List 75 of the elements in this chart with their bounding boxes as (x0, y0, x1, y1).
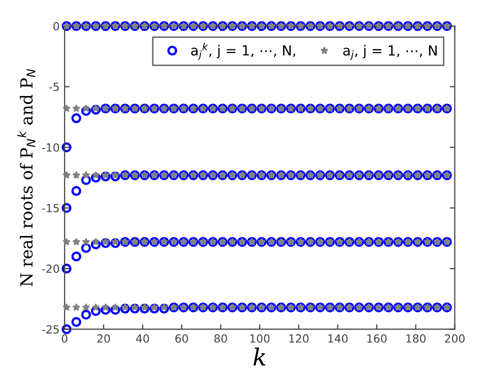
point (82, 171, 90, 179)
point (81, 175, 91, 185)
point (72, 238, 80, 246)
x-tick-label: 180 (406, 334, 426, 343)
y-tick-label: -10 (42, 143, 60, 152)
x-tick-label: 60 (175, 334, 188, 343)
point (92, 238, 100, 246)
point (92, 104, 100, 112)
point (140, 303, 149, 311)
x-tick-label: 120 (289, 334, 309, 343)
point (149, 304, 160, 314)
point (150, 303, 158, 311)
point (71, 252, 82, 262)
x-tick-label: 80 (214, 334, 227, 343)
point (90, 306, 101, 316)
point (62, 142, 72, 152)
point (62, 104, 71, 112)
x-tick-label: 0 (62, 334, 68, 343)
y-tick-label: 0 (53, 22, 60, 30)
point (102, 171, 110, 179)
point (160, 303, 168, 311)
y-axis-title: N real roots of P$_{N}$$^{k}$ and P$_{N}$ (17, 69, 36, 286)
point (111, 303, 120, 311)
point (82, 238, 90, 246)
point (100, 238, 111, 248)
point (110, 171, 120, 182)
x-tick-label: 140 (328, 334, 348, 343)
y-tick-label: -20 (42, 264, 60, 273)
point (62, 171, 71, 179)
point (81, 243, 91, 253)
point (111, 171, 120, 179)
point (71, 186, 82, 196)
point (90, 172, 101, 183)
point (92, 171, 100, 179)
y-tick-label: -25 (42, 325, 59, 334)
point (92, 303, 100, 311)
point (90, 239, 101, 250)
x-axis-title: k (254, 348, 266, 366)
point (159, 304, 170, 314)
point (110, 304, 120, 315)
point (111, 238, 120, 246)
x-tick-label: 40 (136, 334, 149, 343)
legend-label: a$_{j}$$^{k}$, j = 1, ⋯, N, (191, 42, 296, 60)
point (82, 303, 90, 311)
point (90, 104, 101, 115)
point (130, 304, 140, 314)
legend-label: a$_{j}$, j = 1, ⋯, N (343, 44, 437, 60)
point (62, 324, 72, 334)
point (110, 238, 120, 248)
point (72, 171, 80, 179)
x-tick-label: 100 (250, 334, 270, 343)
point (62, 203, 72, 213)
point (82, 104, 90, 112)
point (120, 304, 130, 314)
x-tick-label: 160 (367, 334, 387, 343)
point (62, 264, 72, 274)
y-tick-label: -15 (42, 204, 59, 212)
point (102, 303, 110, 311)
y-tick-label: -5 (49, 82, 59, 92)
point (62, 303, 71, 311)
point (72, 303, 80, 311)
point (100, 304, 111, 315)
x-tick-label: 200 (444, 334, 465, 343)
point (71, 317, 82, 327)
point (100, 171, 111, 182)
point (121, 303, 130, 311)
point (140, 304, 150, 314)
point (62, 238, 71, 246)
point (81, 106, 91, 116)
point (71, 113, 82, 124)
x-tick-label: 20 (97, 334, 110, 343)
point (81, 310, 91, 320)
point (72, 104, 80, 112)
point (130, 303, 139, 311)
point (102, 238, 110, 246)
